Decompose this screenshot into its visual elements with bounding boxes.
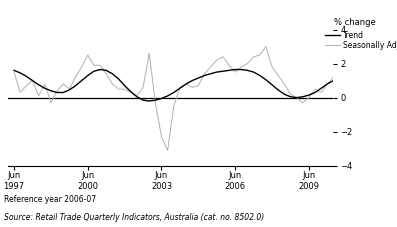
Text: Reference year 2006-07: Reference year 2006-07: [4, 195, 96, 204]
Legend: Trend, Seasonally Adjusted: Trend, Seasonally Adjusted: [325, 31, 397, 50]
Text: % change: % change: [334, 18, 376, 27]
Text: Source: Retail Trade Quarterly Indicators, Australia (cat. no. 8502.0): Source: Retail Trade Quarterly Indicator…: [4, 213, 264, 222]
